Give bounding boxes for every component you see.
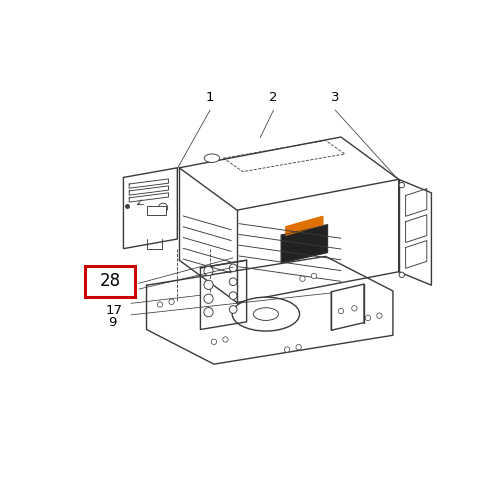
Circle shape bbox=[169, 299, 174, 304]
Circle shape bbox=[230, 292, 237, 300]
Circle shape bbox=[204, 280, 213, 289]
Circle shape bbox=[230, 278, 237, 285]
Circle shape bbox=[300, 276, 305, 281]
Circle shape bbox=[399, 272, 404, 278]
Circle shape bbox=[230, 264, 237, 272]
Bar bbox=[146, 206, 166, 215]
Text: 17: 17 bbox=[106, 304, 122, 318]
Circle shape bbox=[284, 347, 290, 352]
Circle shape bbox=[296, 344, 302, 350]
Circle shape bbox=[211, 339, 216, 344]
Circle shape bbox=[365, 316, 370, 320]
Text: 1: 1 bbox=[206, 92, 214, 104]
Circle shape bbox=[204, 308, 213, 317]
Text: 3: 3 bbox=[331, 92, 340, 104]
Circle shape bbox=[204, 266, 213, 276]
Ellipse shape bbox=[254, 308, 278, 320]
Circle shape bbox=[230, 306, 237, 314]
Bar bbox=[85, 266, 135, 297]
Circle shape bbox=[158, 302, 162, 307]
Circle shape bbox=[352, 306, 357, 311]
Circle shape bbox=[158, 203, 168, 212]
Polygon shape bbox=[286, 216, 323, 235]
Ellipse shape bbox=[232, 297, 300, 331]
Circle shape bbox=[204, 294, 213, 304]
Circle shape bbox=[312, 274, 316, 278]
Circle shape bbox=[338, 308, 344, 314]
Polygon shape bbox=[282, 225, 328, 263]
Circle shape bbox=[399, 182, 404, 188]
Ellipse shape bbox=[204, 154, 220, 162]
Circle shape bbox=[377, 313, 382, 318]
Text: 9: 9 bbox=[108, 316, 116, 329]
Text: 2: 2 bbox=[270, 92, 278, 104]
Circle shape bbox=[223, 337, 228, 342]
Text: 28: 28 bbox=[100, 272, 120, 290]
